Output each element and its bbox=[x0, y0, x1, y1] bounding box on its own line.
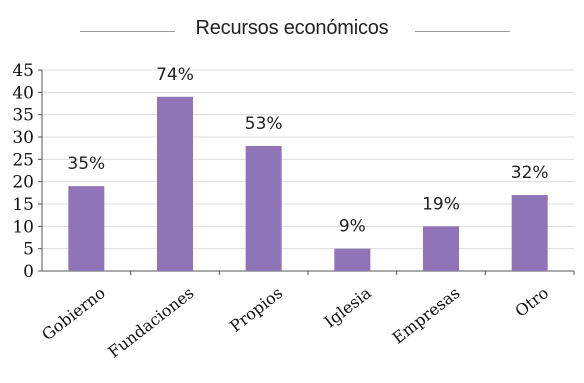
y-tick-label: 5 bbox=[23, 240, 34, 260]
data-labels: 35% 74% 53% 9% 19% 32% bbox=[67, 65, 548, 237]
data-label: 53% bbox=[245, 114, 283, 134]
bar-gobierno bbox=[68, 186, 105, 271]
chart-title-row: Recursos económicos bbox=[0, 12, 584, 42]
gridlines bbox=[42, 69, 574, 250]
y-tick-label: 20 bbox=[12, 173, 34, 193]
data-label: 19% bbox=[422, 194, 460, 214]
chart-title: Recursos económicos bbox=[195, 17, 389, 39]
bars bbox=[68, 96, 548, 271]
bar-fundaciones bbox=[157, 96, 193, 271]
y-tick-label: 30 bbox=[12, 128, 34, 148]
category-label: Gobierno bbox=[38, 283, 109, 344]
y-tick-label: 35 bbox=[12, 106, 34, 126]
category-label: Otro bbox=[511, 283, 552, 321]
category-label: Propios bbox=[226, 283, 286, 336]
axes bbox=[38, 69, 575, 275]
bar-empresas bbox=[423, 226, 459, 271]
y-tick-label: 40 bbox=[12, 83, 34, 103]
y-tick-label: 25 bbox=[12, 150, 34, 170]
bar-propios bbox=[245, 145, 282, 271]
data-label: 32% bbox=[511, 163, 549, 183]
category-label: Fundaciones bbox=[104, 283, 197, 362]
category-label: Iglesia bbox=[321, 283, 376, 332]
bar-otro bbox=[511, 195, 548, 271]
y-tick-label: 0 bbox=[23, 262, 34, 282]
title-right-rule bbox=[415, 31, 510, 32]
data-label: 74% bbox=[156, 65, 194, 85]
y-tick-label: 45 bbox=[12, 61, 34, 81]
data-label: 35% bbox=[67, 154, 105, 174]
y-tick-label: 10 bbox=[12, 217, 34, 237]
bar-iglesia bbox=[334, 248, 371, 271]
title-left-rule bbox=[80, 31, 175, 32]
category-label: Empresas bbox=[389, 283, 464, 347]
y-tick-label: 15 bbox=[12, 195, 34, 215]
data-label: 9% bbox=[339, 217, 366, 237]
